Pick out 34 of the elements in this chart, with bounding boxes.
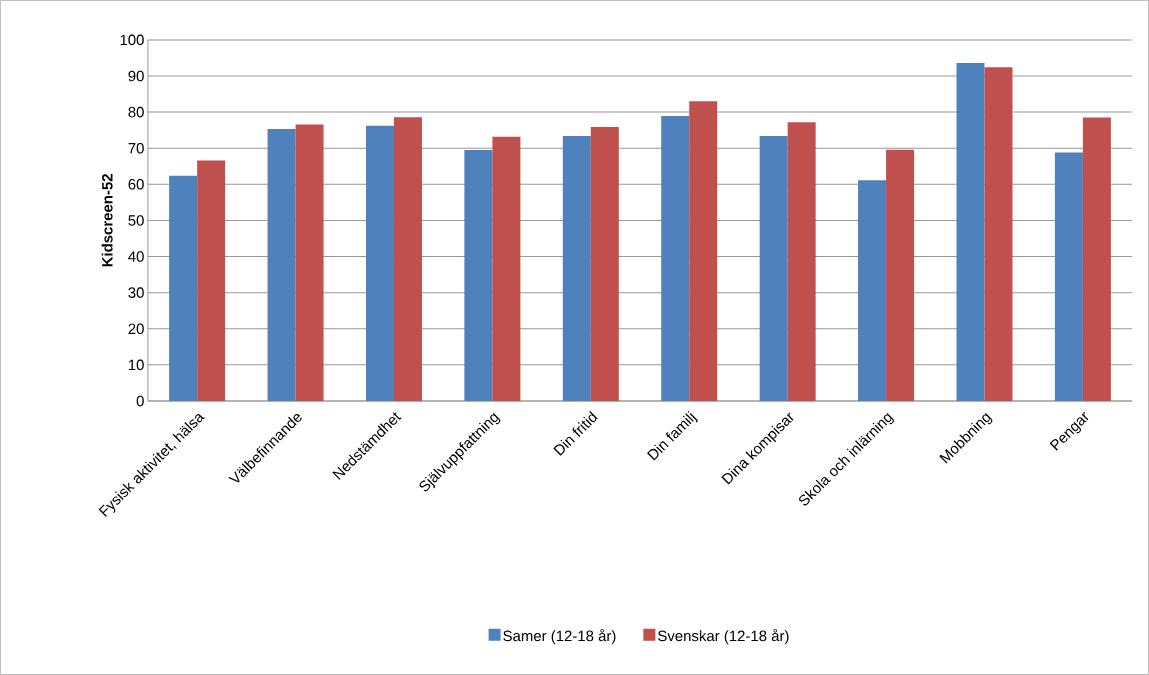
bar bbox=[984, 67, 1013, 402]
y-tick-label: 40 bbox=[128, 251, 144, 262]
y-tick-label: 0 bbox=[136, 395, 144, 407]
bar bbox=[1082, 117, 1111, 402]
bar bbox=[787, 122, 816, 402]
y-tick-label: 60 bbox=[128, 179, 144, 190]
y-tick-label: 70 bbox=[128, 142, 144, 154]
bar bbox=[1054, 152, 1083, 402]
bar bbox=[492, 136, 521, 402]
y-tick-label: 10 bbox=[128, 359, 144, 371]
bar bbox=[886, 149, 915, 402]
bar bbox=[197, 160, 226, 402]
bar bbox=[464, 150, 493, 402]
bar bbox=[956, 63, 985, 402]
y-tick-label: 30 bbox=[128, 287, 144, 298]
y-tick-label: 80 bbox=[128, 106, 144, 118]
y-tick-label: 50 bbox=[128, 215, 144, 226]
y-tick-label: 20 bbox=[128, 323, 144, 335]
y-tick-label: 100 bbox=[120, 34, 144, 46]
bar bbox=[393, 117, 422, 402]
bar bbox=[169, 175, 198, 402]
bar bbox=[295, 124, 324, 402]
bar bbox=[590, 126, 619, 402]
bar bbox=[661, 116, 690, 402]
bar bbox=[689, 101, 718, 402]
legend-label: Samer (12-18 år) bbox=[503, 629, 616, 645]
y-axis-title: Kidscreen-52 bbox=[101, 174, 113, 267]
y-tick-label: 90 bbox=[128, 70, 144, 82]
bar bbox=[267, 129, 296, 402]
bar bbox=[858, 180, 887, 402]
bar bbox=[562, 135, 591, 402]
legend-label: Svenskar (12-18 år) bbox=[658, 629, 789, 645]
bar bbox=[759, 135, 788, 402]
bar bbox=[365, 125, 394, 402]
